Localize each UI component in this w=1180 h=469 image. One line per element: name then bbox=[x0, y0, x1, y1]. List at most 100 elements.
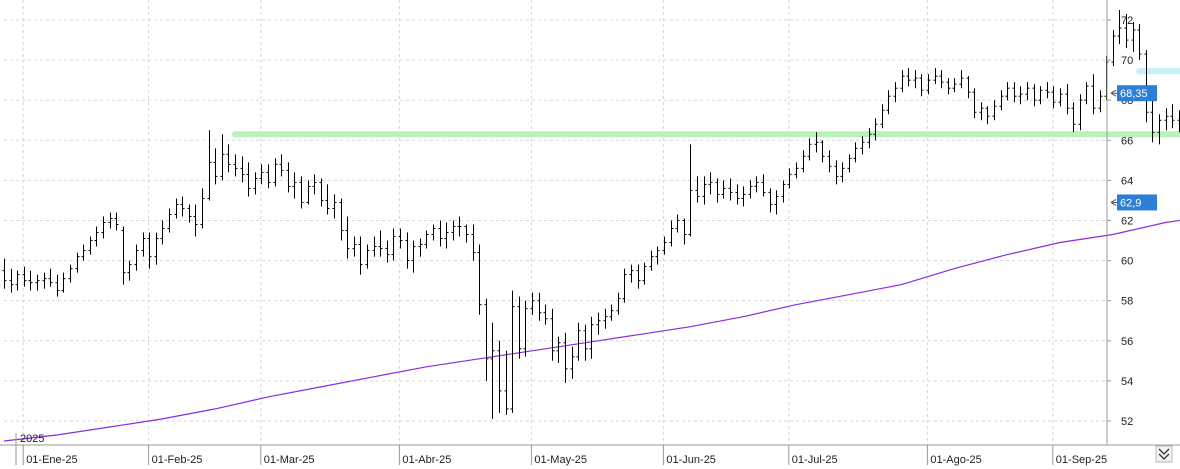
ohlc-bar bbox=[827, 150, 832, 173]
ohlc-bar bbox=[748, 180, 753, 199]
ohlc-bar bbox=[259, 164, 264, 185]
ohlc-bar bbox=[160, 220, 165, 245]
x-tick-label: 01-Jun-25 bbox=[666, 454, 716, 466]
ohlc-bar bbox=[266, 164, 271, 189]
ohlc-bar bbox=[306, 180, 311, 205]
moving-average-tag-box bbox=[1117, 194, 1157, 211]
ohlc-bar bbox=[200, 188, 205, 229]
ohlc-bar bbox=[622, 268, 627, 303]
y-tick-label: 62 bbox=[1121, 215, 1133, 227]
ohlc-bar bbox=[81, 244, 86, 261]
ohlc-bar bbox=[1065, 84, 1070, 115]
ohlc-bar bbox=[1131, 22, 1136, 53]
ohlc-bar bbox=[1012, 82, 1017, 103]
ohlc-bar bbox=[1117, 10, 1122, 45]
ohlc-bar bbox=[411, 240, 416, 273]
ohlc-bar bbox=[682, 218, 687, 245]
ohlc-bar bbox=[616, 292, 621, 315]
ohlc-bar bbox=[15, 270, 20, 291]
ohlc-bar bbox=[1051, 86, 1056, 109]
ohlc-bar bbox=[504, 350, 509, 415]
ohlc-bar bbox=[22, 266, 27, 287]
ohlc-bar bbox=[220, 134, 225, 181]
ohlc-bar bbox=[952, 78, 957, 93]
ohlc-bar bbox=[121, 226, 126, 285]
ohlc-bar bbox=[193, 204, 198, 237]
last-price-tag-label: 68,35 bbox=[1120, 88, 1148, 100]
ohlc-bar bbox=[233, 154, 238, 177]
ohlc-bar bbox=[484, 298, 489, 381]
ohlc-bar bbox=[358, 236, 363, 275]
double-chevron-down-icon[interactable] bbox=[1158, 448, 1170, 460]
ohlc-bar bbox=[497, 340, 502, 413]
ohlc-bar bbox=[48, 268, 53, 287]
ohlc-bar bbox=[702, 176, 707, 205]
ohlc-bar bbox=[570, 346, 575, 379]
ohlc-bar bbox=[226, 144, 231, 173]
y-tick-label: 72 bbox=[1121, 15, 1133, 27]
ohlc-bar bbox=[603, 308, 608, 329]
moving-average-tag-label: 62,9 bbox=[1120, 197, 1141, 209]
ohlc-bar bbox=[299, 176, 304, 209]
ohlc-bar bbox=[1164, 108, 1169, 131]
ohlc-bar bbox=[398, 228, 403, 249]
ohlc-bar bbox=[174, 198, 179, 219]
ohlc-bar bbox=[180, 196, 185, 217]
ohlc-bar bbox=[391, 228, 396, 261]
ohlc-bar bbox=[457, 216, 462, 237]
ohlc-bar bbox=[246, 162, 251, 197]
ohlc-bar bbox=[292, 172, 297, 199]
ohlc-bar bbox=[1078, 94, 1083, 131]
ohlc-bar bbox=[919, 74, 924, 97]
ohlc-bar bbox=[1058, 88, 1063, 107]
ohlc-bar bbox=[708, 172, 713, 195]
ohlc-bar bbox=[728, 178, 733, 201]
price-bars bbox=[2, 10, 1180, 419]
ohlc-bar bbox=[873, 118, 878, 141]
x-tick-label: 01-Feb-25 bbox=[152, 454, 203, 466]
ohlc-bar bbox=[794, 162, 799, 179]
ohlc-bar bbox=[312, 174, 317, 195]
ohlc-bar bbox=[715, 178, 720, 203]
y-tick-label: 56 bbox=[1121, 336, 1133, 348]
ohlc-bar bbox=[642, 262, 647, 285]
ohlc-bar bbox=[88, 236, 93, 255]
ohlc-bar bbox=[688, 144, 693, 237]
ohlc-bar bbox=[167, 208, 172, 233]
ohlc-bar bbox=[787, 168, 792, 189]
ohlc-bar bbox=[655, 246, 660, 265]
ohlc-bar bbox=[596, 312, 601, 335]
ohlc-bar bbox=[999, 90, 1004, 111]
ohlc-bar bbox=[365, 244, 370, 269]
ohlc-bar bbox=[35, 274, 40, 291]
ohlc-bar bbox=[187, 204, 192, 223]
scroll-down-button[interactable] bbox=[1155, 445, 1173, 463]
ohlc-bar bbox=[101, 216, 106, 239]
ohlc-bar bbox=[273, 158, 278, 187]
ohlc-bar bbox=[345, 216, 350, 259]
ohlc-bar bbox=[1045, 82, 1050, 99]
ohlc-bar bbox=[801, 150, 806, 173]
ohlc-bar bbox=[61, 272, 66, 293]
x-tick-label: 01-Ene-25 bbox=[26, 454, 77, 466]
ohlc-bar bbox=[431, 224, 436, 241]
ohlc-bar bbox=[1032, 84, 1037, 107]
y-tick-label: 66 bbox=[1121, 135, 1133, 147]
ohlc-bar bbox=[147, 232, 152, 269]
ohlc-bar bbox=[9, 268, 14, 293]
ohlc-bar bbox=[438, 220, 443, 247]
ohlc-bar bbox=[860, 136, 865, 155]
ohlc-bar bbox=[286, 162, 291, 193]
y-tick-label: 64 bbox=[1121, 175, 1133, 187]
grid bbox=[4, 0, 1107, 445]
ohlc-bar bbox=[279, 154, 284, 177]
ohlc-bar bbox=[609, 304, 614, 321]
ohlc-bar bbox=[563, 332, 568, 383]
ohlc-bar bbox=[556, 336, 561, 363]
ohlc-bar bbox=[471, 224, 476, 261]
ohlc-bar bbox=[352, 236, 357, 257]
ohlc-bar bbox=[543, 304, 548, 325]
